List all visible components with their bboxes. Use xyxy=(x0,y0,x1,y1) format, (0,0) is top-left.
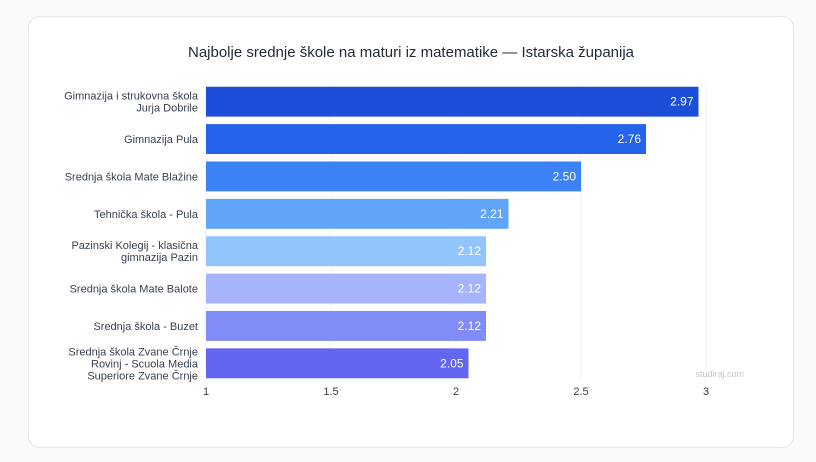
category-label-line: Srednja škola Zvane Črnje xyxy=(68,345,198,358)
category-label-line: Srednja škola Mate Balote xyxy=(70,284,198,296)
bar-value-label: 2.76 xyxy=(618,132,642,146)
value-labels: 2.97 2.76 2.50 2.21 2.12 2.12 2.12 2.05 xyxy=(440,95,694,371)
category-label: Srednja škola Zvane Črnje Rovinj - Scuola… xyxy=(68,345,198,382)
bar[interactable] xyxy=(206,198,509,229)
category-label: Srednja škola Mate Balote xyxy=(70,284,198,296)
category-label-line: Gimnazija i strukovna škola xyxy=(64,91,199,103)
category-label: Srednja škola - Buzet xyxy=(93,321,198,333)
bar-value-label: 2.21 xyxy=(480,207,504,221)
category-label: Tehnička škola - Pula xyxy=(94,209,199,221)
bar-value-label: 2.50 xyxy=(553,169,577,183)
category-label: Gimnazija Pula xyxy=(124,134,199,146)
bar-value-label: 2.12 xyxy=(458,282,482,296)
bar[interactable] xyxy=(206,310,486,341)
bar-value-label: 2.97 xyxy=(670,95,694,109)
bar[interactable] xyxy=(206,161,581,192)
category-label-line: Tehnička škola - Pula xyxy=(94,209,199,221)
category-label-line: Rovinj - Scuola Media xyxy=(91,358,199,370)
x-tick-label: 1 xyxy=(203,386,209,398)
bar[interactable] xyxy=(206,348,469,379)
bar[interactable] xyxy=(206,86,699,117)
bar-value-label: 2.05 xyxy=(440,356,464,370)
category-label-line: Gimnazija Pula xyxy=(124,134,199,146)
x-tick-label: 1.5 xyxy=(323,386,338,398)
category-label-line: Srednja škola Mate Blažine xyxy=(65,171,198,183)
bar[interactable] xyxy=(206,124,646,155)
category-label-line: Superiore Zvane Črnje xyxy=(87,369,198,382)
category-label: Gimnazija i strukovna škola Jurja Dobrile xyxy=(64,91,199,115)
x-tick-label: 2.5 xyxy=(573,386,588,398)
watermark: studiraj.com xyxy=(695,369,744,379)
category-label: Srednja škola Mate Blažine xyxy=(65,171,198,183)
category-label-line: gimnazija Pazin xyxy=(121,252,198,264)
chart-title: Najbolje srednje škole na maturi iz mate… xyxy=(188,44,635,61)
category-label-line: Pazinski Kolegij - klasična xyxy=(71,240,198,252)
category-labels: Gimnazija i strukovna škola Jurja Dobrile… xyxy=(64,91,199,383)
bar-value-label: 2.12 xyxy=(458,319,482,333)
bars xyxy=(206,86,699,379)
category-label: Pazinski Kolegij - klasična gimnazija Paz… xyxy=(71,240,198,264)
bar-value-label: 2.12 xyxy=(458,244,482,258)
x-tick-label: 3 xyxy=(703,386,709,398)
x-axis-ticks: 1 1.5 2 2.5 3 xyxy=(203,386,709,398)
bar[interactable] xyxy=(206,273,486,304)
category-label-line: Srednja škola - Buzet xyxy=(93,321,198,333)
category-label-line: Jurja Dobrile xyxy=(136,103,198,115)
bar[interactable] xyxy=(206,236,486,267)
x-tick-label: 2 xyxy=(453,386,459,398)
